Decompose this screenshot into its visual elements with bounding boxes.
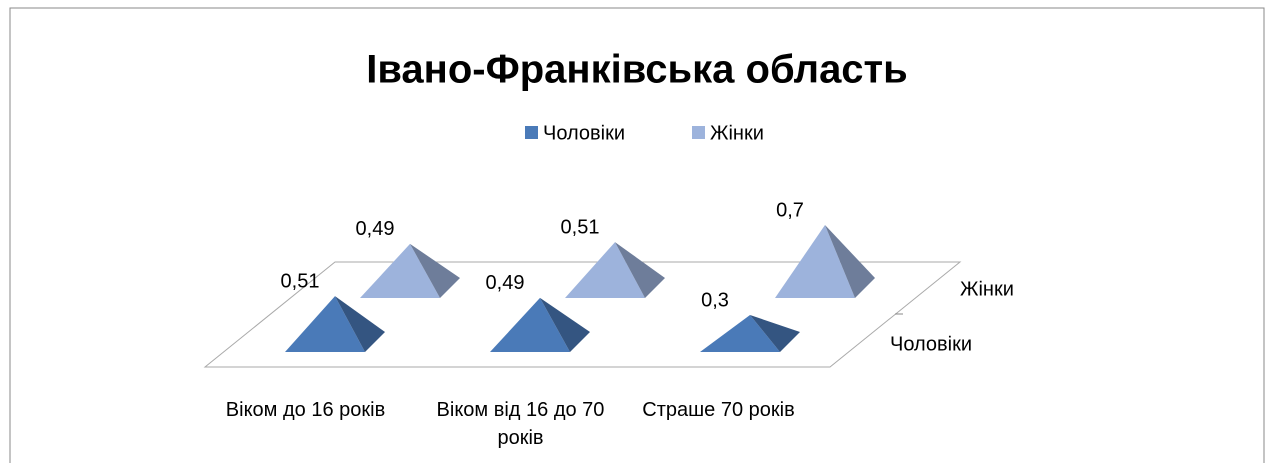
- data-label: 0,7: [776, 199, 804, 221]
- data-label: 0,51: [281, 270, 320, 292]
- data-label: 0,3: [701, 289, 729, 311]
- pyramid: [360, 243, 460, 298]
- pyramid-side: [825, 225, 875, 298]
- pyramid: [565, 242, 665, 298]
- legend-label: Чоловіки: [543, 122, 625, 144]
- legend-label: Жінки: [710, 122, 764, 144]
- pyramid-side: [750, 315, 800, 352]
- legend-swatch: [692, 126, 705, 139]
- x-tick-label: Страше 70 років: [642, 399, 795, 421]
- pyramid-front: [490, 297, 570, 352]
- pyramid-front: [565, 242, 645, 298]
- depth-label: Чоловіки: [890, 333, 972, 355]
- x-tick-label: Віком до 16 років: [225, 399, 386, 421]
- x-tick-label: Віком від 16 до 70 років: [436, 399, 605, 449]
- pyramid-side: [615, 242, 665, 298]
- legend-swatch: [525, 126, 538, 139]
- pyramid-front: [285, 296, 365, 352]
- pyramid: [775, 225, 875, 298]
- pyramid-side: [335, 296, 385, 352]
- chart-border: [9, 7, 1265, 463]
- pyramid: [700, 315, 800, 352]
- pyramid-front: [775, 225, 855, 298]
- data-label: 0,49: [486, 272, 525, 294]
- pyramid-front: [700, 315, 780, 352]
- pyramid-side: [410, 243, 460, 298]
- pyramid-side: [540, 297, 590, 352]
- pyramid: [285, 296, 385, 352]
- data-label: 0,51: [561, 216, 600, 238]
- data-label: 0,49: [356, 218, 395, 240]
- pyramid: [490, 297, 590, 352]
- floor: [203, 261, 962, 368]
- chart-title: Івано-Франківська область: [366, 48, 907, 92]
- depth-label: Жінки: [960, 278, 1014, 300]
- pyramid-front: [360, 243, 440, 298]
